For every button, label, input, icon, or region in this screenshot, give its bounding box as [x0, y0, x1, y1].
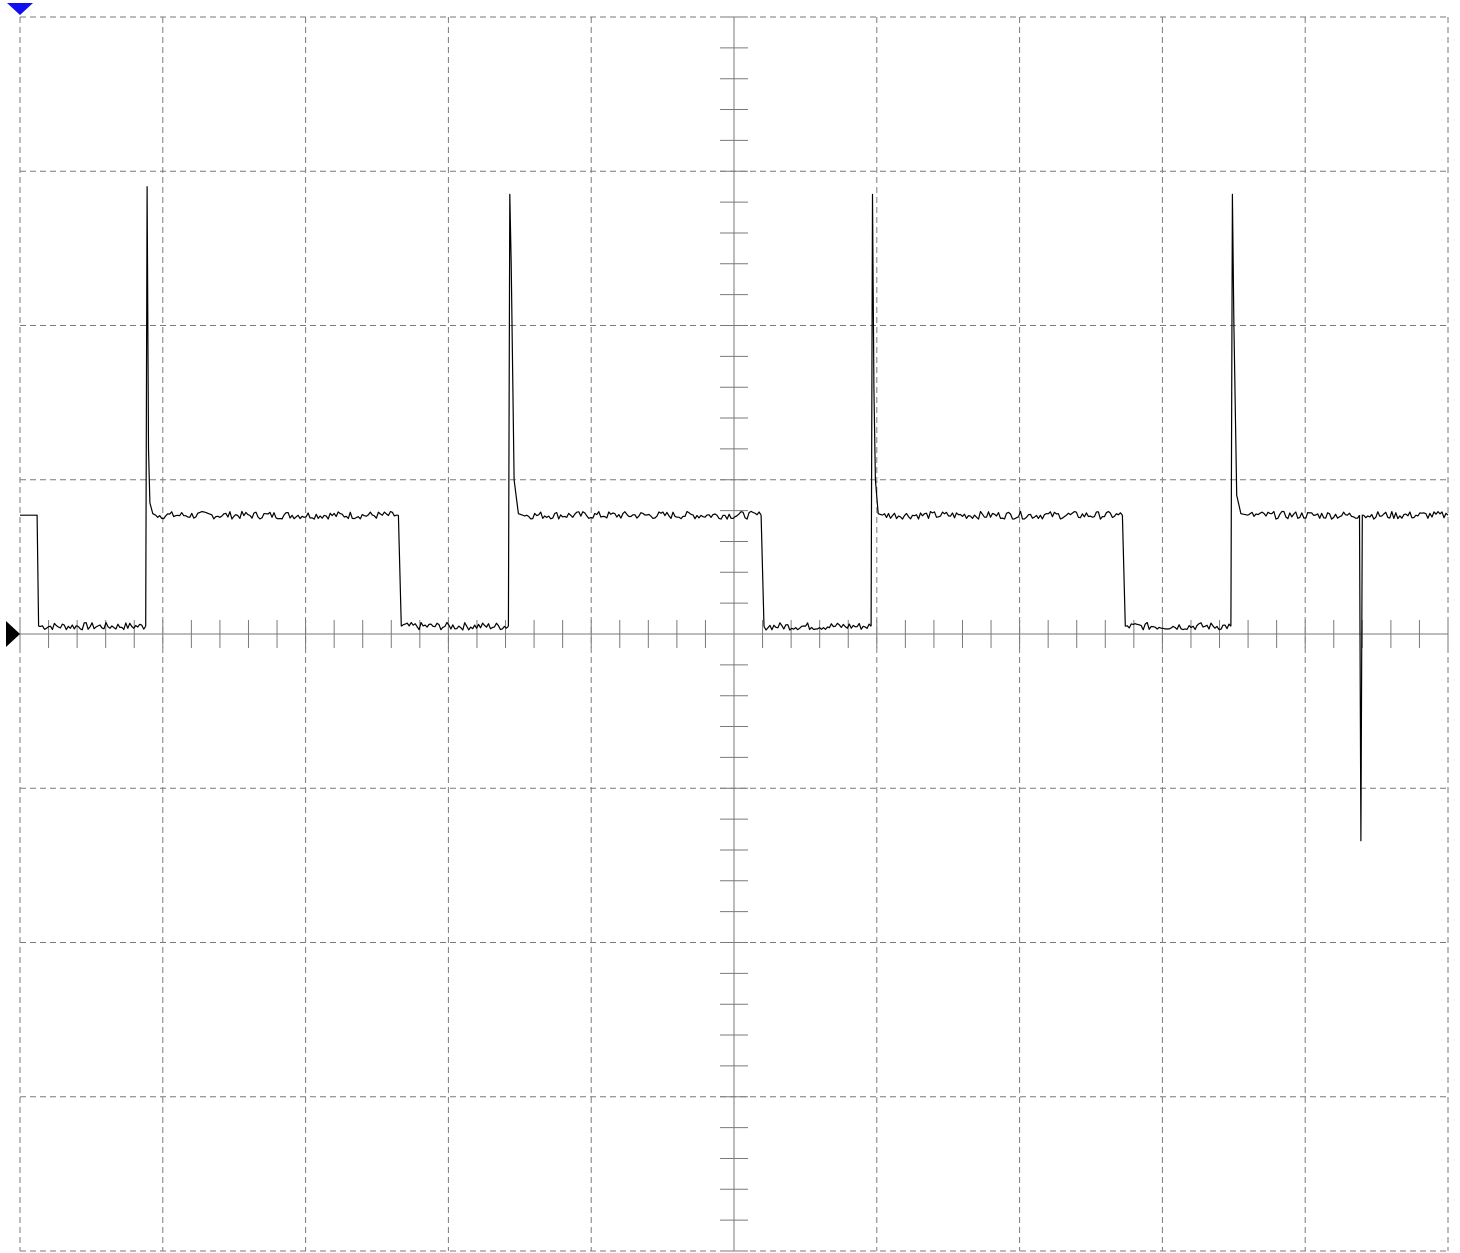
- waveform-segment-8: [760, 515, 765, 627]
- waveform-segment-13: [1125, 621, 1232, 631]
- waveform-segment-5: [400, 621, 509, 631]
- waveform-segment-1: [38, 621, 147, 631]
- waveform-segment-15: [1247, 510, 1360, 520]
- waveform-segment-10: [870, 193, 883, 627]
- waveform-segment-6: [507, 193, 523, 627]
- center-axes: [19, 16, 1449, 1252]
- trigger-position-marker-icon: [7, 3, 33, 15]
- waveform-traces: [20, 186, 1449, 842]
- ground-level-marker-icon: [6, 621, 20, 647]
- waveform-segment-7: [522, 510, 762, 520]
- waveform-segment-9: [763, 622, 872, 631]
- waveform-segment-14: [1230, 193, 1249, 627]
- waveform-segment-11: [882, 510, 1123, 520]
- waveform-segment-12: [1121, 515, 1126, 627]
- waveform-segment-16: [1358, 514, 1364, 842]
- waveform-segment-3: [155, 510, 399, 520]
- waveform-segment-4: [397, 515, 402, 627]
- waveform-segment-17: [1363, 511, 1449, 520]
- scope-markers: [6, 3, 33, 647]
- waveform-segment-2: [145, 186, 156, 627]
- waveform-segment-0: [20, 514, 40, 627]
